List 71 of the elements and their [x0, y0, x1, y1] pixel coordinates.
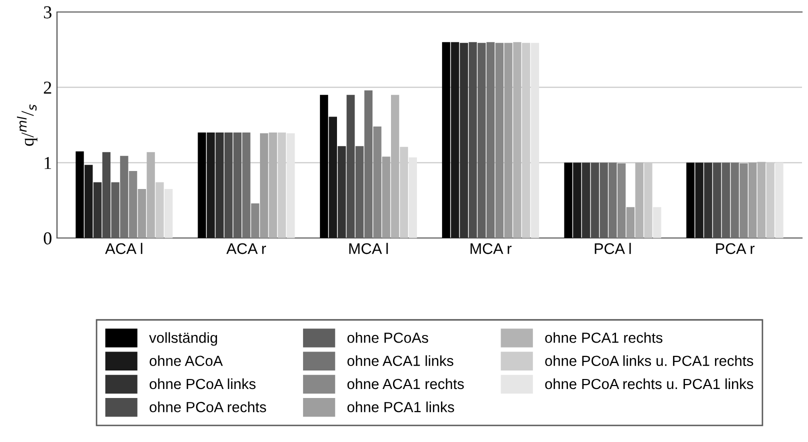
bar	[260, 133, 268, 238]
bar	[382, 156, 390, 238]
bar	[450, 42, 460, 238]
y-tick-label: 2	[44, 82, 52, 94]
x-tick-label: PCA l	[594, 242, 631, 254]
bar	[653, 207, 662, 238]
bar	[748, 162, 757, 238]
bar	[460, 42, 468, 238]
bar	[695, 162, 704, 238]
bar	[564, 162, 572, 238]
bar	[626, 207, 635, 238]
x-tick-label: PCA r	[716, 243, 755, 254]
y-tick-label: 0	[44, 232, 52, 244]
legend-label: ohne PCoA rechts	[150, 402, 266, 412]
bar	[513, 42, 522, 238]
bar	[608, 162, 617, 238]
legend-label: ohne ACA1 rechts	[347, 378, 464, 390]
bar	[390, 94, 400, 238]
bar	[364, 90, 373, 238]
bar	[338, 146, 346, 238]
bar	[442, 42, 450, 238]
bar	[216, 132, 224, 238]
x-tick-label: ACA l	[105, 242, 142, 254]
x-tick-label: MCA l	[349, 242, 388, 254]
y-tick-label: 3	[44, 6, 52, 18]
legend-label: ohne PCoA links u. PCA1 rechts	[545, 355, 754, 366]
bar	[757, 162, 766, 238]
bar	[373, 126, 382, 238]
legend-label: ohne PCA1 links	[347, 402, 454, 412]
bar	[138, 189, 146, 238]
bar	[206, 132, 215, 238]
bar	[730, 162, 739, 238]
bar	[635, 162, 644, 238]
legend-label: ohne PCoA rechts u. PCA1 links	[545, 378, 754, 390]
bar	[530, 42, 540, 238]
legend-label: ohne ACoA	[150, 355, 223, 366]
bar	[120, 156, 128, 238]
legend-label: ohne PCoA links	[150, 378, 256, 390]
bar	[164, 189, 173, 238]
legend-label: vollständig	[149, 332, 218, 346]
y-tick-label: 1	[44, 157, 52, 169]
bar	[251, 203, 260, 238]
bar	[84, 164, 93, 238]
bar	[504, 42, 512, 238]
legend-label: ohne ACA1 links	[347, 355, 454, 366]
bar	[320, 94, 328, 238]
legend-label: ohne PCoAs	[347, 332, 428, 343]
bar	[686, 162, 694, 238]
bar	[93, 182, 102, 238]
bar	[582, 162, 590, 238]
x-tick-label: MCA r	[470, 243, 512, 254]
bar	[76, 151, 84, 238]
bar	[242, 132, 250, 238]
bar	[198, 132, 206, 238]
bar	[617, 163, 626, 238]
x-tick-label: ACA r	[226, 243, 266, 254]
legend-label: ohne PCA1 rechts	[545, 332, 662, 343]
y-axis-title: q/$^{ml}$/$_{s}$	[16, 104, 38, 146]
bar	[573, 162, 582, 238]
bar	[495, 42, 504, 238]
bar	[408, 157, 417, 238]
bar	[328, 116, 337, 238]
bar	[128, 170, 138, 238]
bar	[268, 132, 278, 238]
bar	[775, 162, 784, 238]
bar	[286, 133, 295, 238]
bar	[740, 163, 748, 238]
bar	[156, 182, 164, 238]
bar	[146, 152, 155, 238]
bar	[486, 42, 495, 238]
bar	[704, 162, 712, 238]
